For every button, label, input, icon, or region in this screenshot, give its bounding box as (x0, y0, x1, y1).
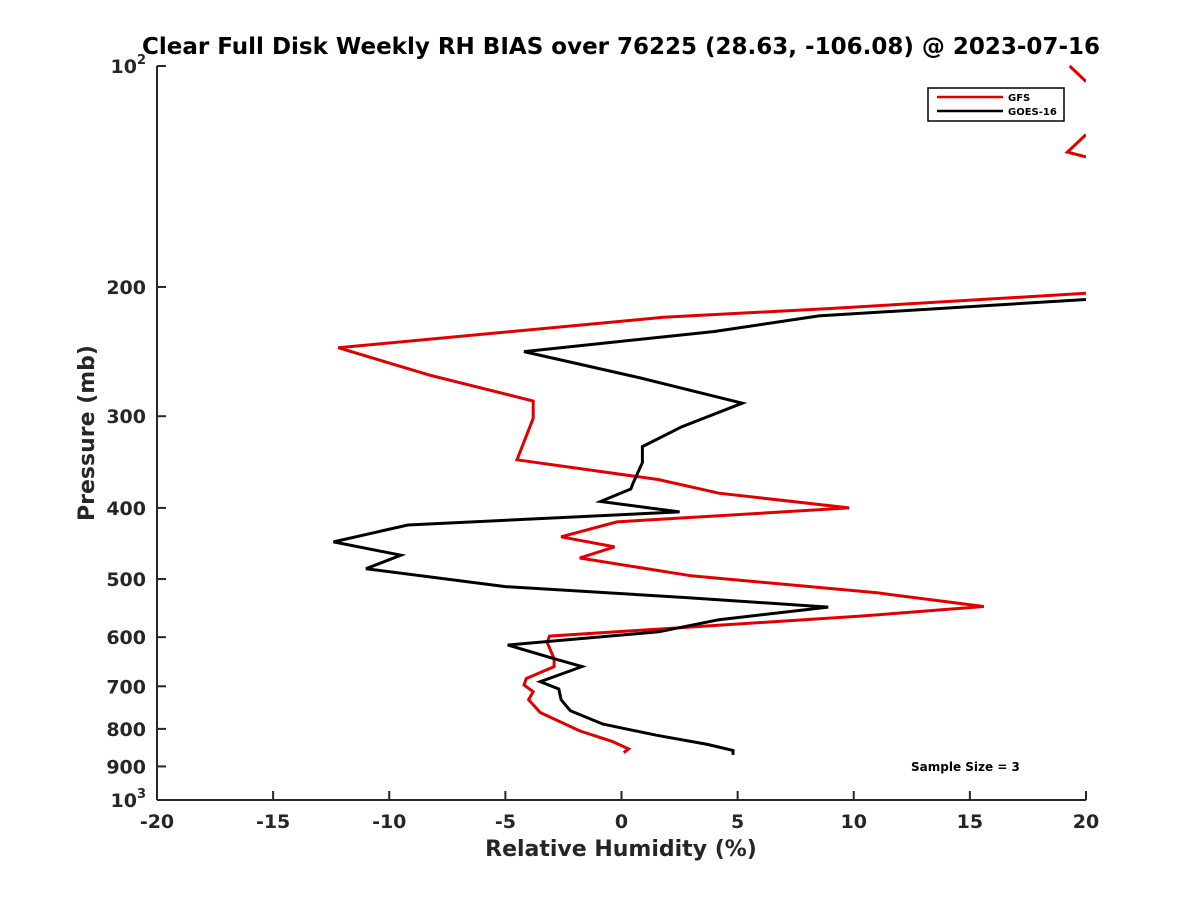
plot-area (157, 66, 1086, 800)
y-tick-label: 700 (106, 676, 146, 698)
x-tick-label: -5 (495, 811, 516, 833)
series-layer (333, 64, 1086, 755)
y-tick-label: 500 (106, 569, 146, 591)
x-tick-label: 5 (731, 811, 744, 833)
y-tick-label: 400 (106, 498, 146, 520)
series-line-gfs-segment-2 (337, 291, 1086, 754)
series-line-gfs-segment-0 (1068, 64, 1086, 83)
y-tick-label: 900 (106, 756, 146, 778)
series-line-goes16-segment-0 (333, 298, 1086, 755)
y-tick-label: 600 (106, 627, 146, 649)
y-tick-label: 200 (106, 277, 146, 299)
y-ticks: 200 300 400 500 600 700 800 900 102 103 (106, 53, 166, 812)
x-tick-label: -15 (256, 811, 290, 833)
sample-size-annotation: Sample Size = 3 (911, 760, 1020, 774)
y-tick-label: 300 (106, 406, 146, 428)
legend-box (927, 87, 1065, 122)
y-axis-label: Pressure (mb) (75, 345, 100, 521)
x-tick-label: 20 (1073, 811, 1099, 833)
x-tick-label: -20 (140, 811, 174, 833)
series-line-gfs-segment-1 (1064, 133, 1086, 159)
x-tick-label: 15 (957, 811, 983, 833)
x-axis-label: Relative Humidity (%) (485, 837, 757, 862)
chart-title: Clear Full Disk Weekly RH BIAS over 7622… (142, 34, 1100, 60)
y-tick-label: 103 (111, 787, 147, 812)
x-tick-label: -10 (372, 811, 406, 833)
x-tick-label: 10 (841, 811, 867, 833)
legend-label-gfs: GFS (1008, 93, 1030, 104)
legend-label-goes16: GOES-16 (1008, 107, 1057, 118)
y-tick-label: 102 (111, 53, 147, 78)
x-ticks: -20 -15 -10 -5 0 5 10 15 20 (140, 791, 1099, 833)
x-tick-label: 0 (615, 811, 628, 833)
y-tick-label: 800 (106, 719, 146, 741)
legend: GFS GOES-16 (927, 87, 1065, 122)
